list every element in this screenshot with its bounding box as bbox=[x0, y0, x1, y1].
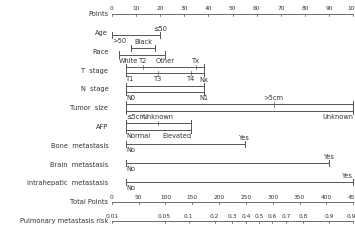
Text: 400: 400 bbox=[321, 195, 332, 200]
Text: Tumor  size: Tumor size bbox=[70, 105, 108, 111]
Text: 300: 300 bbox=[267, 195, 278, 200]
Text: T3: T3 bbox=[154, 76, 162, 82]
Text: 0.95: 0.95 bbox=[347, 214, 355, 219]
Text: AFP: AFP bbox=[96, 124, 108, 130]
Text: 0.01: 0.01 bbox=[105, 214, 118, 219]
Text: 0: 0 bbox=[110, 7, 114, 11]
Text: N  stage: N stage bbox=[81, 86, 108, 92]
Text: Other: Other bbox=[155, 58, 174, 64]
Text: 0.6: 0.6 bbox=[267, 214, 277, 219]
Text: T1: T1 bbox=[126, 76, 135, 82]
Text: 0: 0 bbox=[110, 195, 114, 200]
Text: 0.8: 0.8 bbox=[299, 214, 308, 219]
Text: 100: 100 bbox=[160, 195, 171, 200]
Text: Total Points: Total Points bbox=[70, 199, 108, 205]
Text: 20: 20 bbox=[156, 7, 164, 11]
Text: 60: 60 bbox=[253, 7, 260, 11]
Text: 350: 350 bbox=[294, 195, 305, 200]
Text: Bone  metastasis: Bone metastasis bbox=[50, 143, 108, 149]
Text: Age: Age bbox=[95, 30, 108, 36]
Text: 0.1: 0.1 bbox=[184, 214, 193, 219]
Text: Race: Race bbox=[92, 49, 108, 55]
Text: No: No bbox=[126, 185, 135, 191]
Text: Nx: Nx bbox=[199, 77, 208, 83]
Text: Intrahepatic  metastasis: Intrahepatic metastasis bbox=[27, 180, 108, 186]
Text: 250: 250 bbox=[240, 195, 252, 200]
Text: 0.9: 0.9 bbox=[324, 214, 334, 219]
Text: N1: N1 bbox=[199, 95, 208, 101]
Text: Points: Points bbox=[88, 11, 108, 17]
Text: White: White bbox=[119, 58, 138, 64]
Text: Unknown: Unknown bbox=[322, 114, 353, 120]
Text: Unknown: Unknown bbox=[142, 114, 173, 120]
Text: No: No bbox=[126, 147, 135, 153]
Text: T2: T2 bbox=[139, 58, 147, 64]
Text: N0: N0 bbox=[126, 95, 136, 101]
Text: 0.7: 0.7 bbox=[282, 214, 291, 219]
Text: 450: 450 bbox=[348, 195, 355, 200]
Text: Yes: Yes bbox=[239, 135, 250, 141]
Text: Black: Black bbox=[134, 39, 152, 45]
Text: 30: 30 bbox=[180, 7, 188, 11]
Text: >5cm: >5cm bbox=[263, 95, 284, 101]
Text: 100: 100 bbox=[348, 7, 355, 11]
Text: ≤50: ≤50 bbox=[153, 26, 167, 32]
Text: 150: 150 bbox=[187, 195, 198, 200]
Text: Yes: Yes bbox=[342, 173, 353, 179]
Text: >50: >50 bbox=[112, 38, 126, 44]
Text: 70: 70 bbox=[277, 7, 285, 11]
Text: 0.2: 0.2 bbox=[210, 214, 219, 219]
Text: Yes: Yes bbox=[324, 154, 334, 160]
Text: Pulmonary metastasis risk: Pulmonary metastasis risk bbox=[20, 218, 108, 224]
Text: T  stage: T stage bbox=[81, 68, 108, 73]
Text: No: No bbox=[126, 166, 135, 172]
Text: Elevated: Elevated bbox=[162, 133, 191, 139]
Text: 0.4: 0.4 bbox=[241, 214, 251, 219]
Text: 0.5: 0.5 bbox=[254, 214, 264, 219]
Text: 90: 90 bbox=[325, 7, 333, 11]
Text: 50: 50 bbox=[135, 195, 142, 200]
Text: 0.05: 0.05 bbox=[158, 214, 171, 219]
Text: Brain  metastasis: Brain metastasis bbox=[50, 162, 108, 168]
Text: 50: 50 bbox=[229, 7, 236, 11]
Text: ≤5cm: ≤5cm bbox=[126, 114, 146, 120]
Text: T4: T4 bbox=[187, 76, 196, 82]
Text: 0.3: 0.3 bbox=[227, 214, 236, 219]
Text: Tx: Tx bbox=[192, 58, 200, 64]
Text: 200: 200 bbox=[213, 195, 225, 200]
Text: 10: 10 bbox=[132, 7, 140, 11]
Text: 40: 40 bbox=[204, 7, 212, 11]
Text: Normal: Normal bbox=[126, 133, 151, 139]
Text: 80: 80 bbox=[301, 7, 309, 11]
